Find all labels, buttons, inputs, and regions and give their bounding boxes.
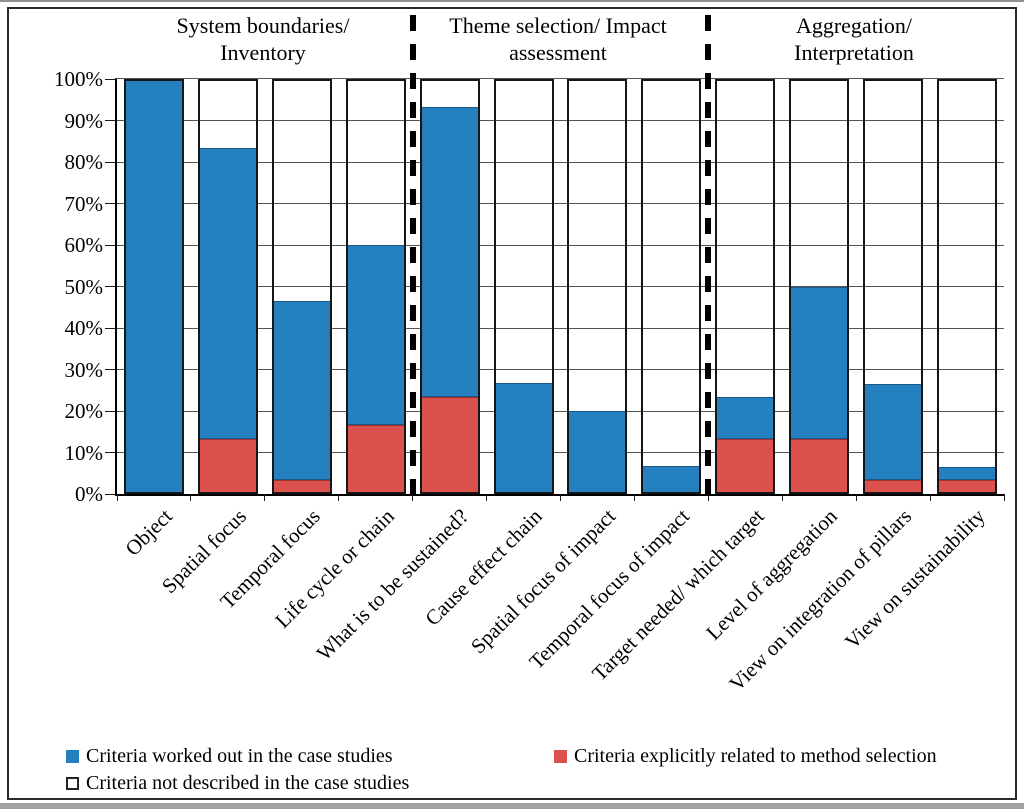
legend-item-not-described: Criteria not described in the case studi…	[66, 771, 409, 795]
y-axis-tick-label: 0%	[75, 482, 103, 506]
bar-segment-worked-out	[641, 466, 702, 494]
x-axis-tick	[560, 494, 561, 501]
group-header-line: Inventory	[220, 40, 306, 65]
y-axis-tick-label: 10%	[64, 440, 104, 465]
y-axis-tick-label: 30%	[64, 357, 104, 382]
gridline	[117, 410, 1004, 412]
bar-outline-not-described	[419, 79, 480, 494]
x-axis-tick	[855, 494, 857, 501]
legend-swatch-blue	[66, 750, 79, 763]
gridline	[117, 452, 1004, 453]
bar-segment-worked-out	[715, 397, 776, 439]
gridline	[117, 286, 1004, 287]
bar-segment-worked-out	[123, 79, 184, 494]
y-axis-tick-label: 90%	[64, 108, 104, 133]
group-header-system-boundaries: System boundaries/ Inventory	[108, 12, 418, 66]
legend-label: Criteria worked out in the case studies	[86, 745, 393, 767]
group-header-theme-selection: Theme selection/ Impact assessment	[403, 12, 713, 66]
group-separator-dashed-line	[409, 15, 416, 501]
x-axis-tick	[781, 494, 783, 501]
y-axis-tick	[105, 78, 115, 80]
y-axis-tick-label: 80%	[64, 150, 104, 174]
legend-label: Criteria not described in the case studi…	[86, 772, 410, 794]
y-axis-tick-label: 40%	[64, 316, 104, 340]
y-axis-tick	[105, 493, 115, 495]
y-axis-tick	[105, 161, 115, 163]
chart-border-frame	[7, 7, 1017, 800]
y-axis-tick	[105, 286, 115, 287]
bar-segment-method-selection	[715, 438, 776, 494]
y-axis-tick-label: 50%	[64, 274, 104, 299]
legend-label: Criteria explicitly related to method se…	[574, 745, 937, 767]
legend-item-method-selection: Criteria explicitly related to method se…	[554, 744, 937, 768]
bar-segment-worked-out	[863, 383, 924, 481]
window-edge-bottom	[0, 803, 1024, 809]
y-axis-tick	[105, 327, 115, 329]
x-axis-tick	[338, 494, 340, 501]
gridline	[117, 120, 1004, 121]
y-axis-tick-label: 70%	[64, 191, 104, 216]
y-axis-tick	[105, 120, 115, 121]
group-header-line: Aggregation/	[795, 13, 913, 38]
y-axis-tick	[105, 410, 115, 412]
y-axis-tick-label: 100%	[54, 67, 103, 91]
bar-outline-not-described	[345, 79, 406, 494]
bar-outline-not-described	[863, 79, 924, 494]
gridline	[117, 161, 1004, 163]
group-header-line: Theme selection/ Impact	[449, 13, 667, 38]
gridline	[117, 327, 1004, 329]
x-axis-tick	[486, 494, 488, 501]
y-axis-tick	[105, 203, 115, 204]
x-axis-tick	[190, 494, 192, 501]
gridline	[117, 244, 1004, 246]
gridline	[117, 369, 1004, 370]
y-axis-tick	[105, 244, 115, 246]
bar-outline-not-described	[937, 79, 998, 494]
x-axis-tick	[264, 494, 266, 501]
legend-swatch-red	[554, 750, 567, 763]
group-header-line: assessment	[509, 40, 607, 65]
legend-swatch-white	[66, 777, 79, 790]
y-axis-tick	[105, 452, 115, 453]
bar-outline-not-described	[715, 79, 776, 494]
x-axis-tick	[929, 494, 931, 501]
y-axis-tick-label: 20%	[64, 399, 104, 423]
bar-outline-not-described	[789, 79, 850, 494]
x-axis-tick	[633, 494, 635, 501]
plot-area: 100% 90% 80% 70% 60% 50% 40% 30% 20% 10% 0% Object S…	[54, 15, 1005, 696]
group-separator-dashed-line	[705, 15, 712, 501]
group-header-line: System boundaries/	[176, 13, 350, 38]
bar-outline-not-described	[493, 79, 554, 494]
y-axis-tick	[105, 369, 115, 370]
bar-outline-not-described	[271, 79, 332, 494]
group-header-aggregation: Aggregation/ Interpretation	[699, 12, 1009, 66]
bar-outline-not-described	[197, 79, 258, 494]
gridline	[117, 203, 1004, 204]
x-axis-tick	[116, 494, 118, 501]
bar-outline-not-described	[123, 79, 184, 494]
bar-segment-method-selection	[789, 438, 850, 494]
group-header-line: Interpretation	[794, 40, 914, 65]
x-axis-tick	[1003, 494, 1005, 501]
bar-segment-method-selection	[419, 397, 480, 494]
bar-outline-not-described	[567, 79, 628, 494]
bar-outline-not-described	[641, 79, 702, 494]
y-axis-tick-label: 60%	[64, 233, 104, 257]
window-edge-top	[0, 0, 1024, 2]
legend-item-worked-out: Criteria worked out in the case studies	[66, 744, 393, 768]
